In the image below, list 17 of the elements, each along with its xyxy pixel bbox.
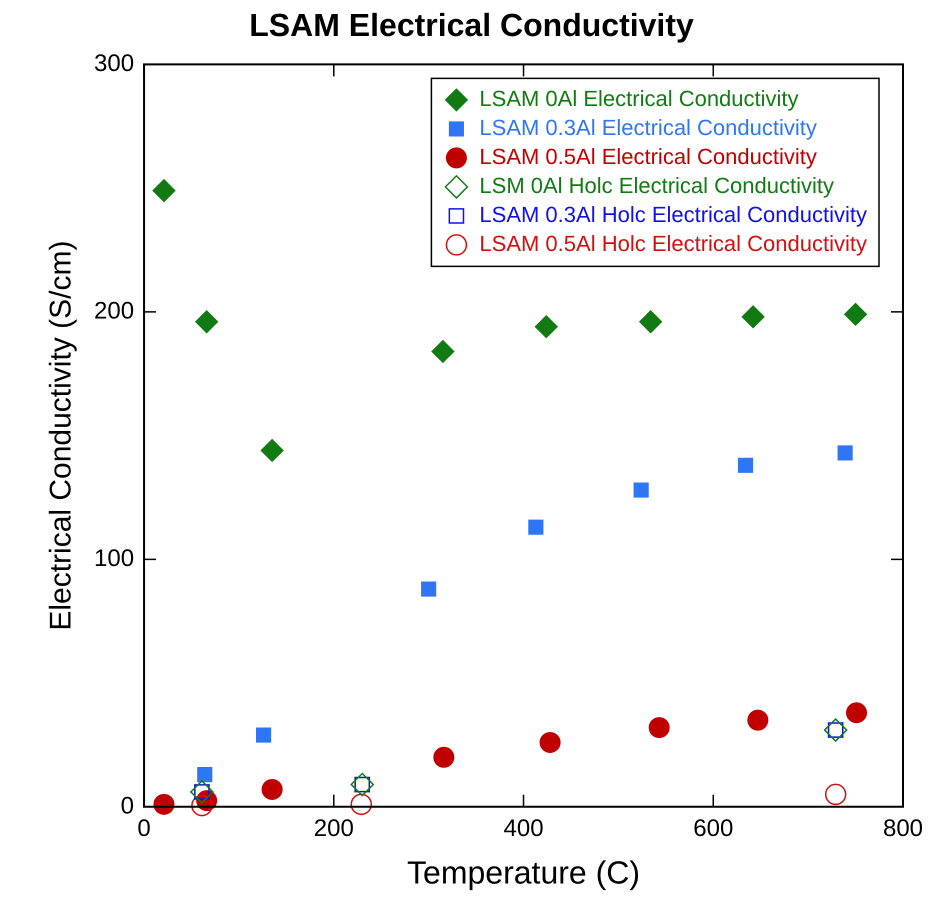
y-tick-label: 100 (94, 544, 134, 572)
y-tick-label: 300 (94, 50, 134, 78)
y-tick-label: 200 (94, 297, 134, 324)
x-axis-title: Temperature (C) (407, 854, 640, 891)
x-tick-label: 200 (314, 814, 354, 842)
x-tick-label: 600 (693, 814, 734, 842)
x-tick-label: 400 (504, 814, 544, 842)
x-tick-label: 800 (882, 814, 924, 842)
legend-label: LSAM 0.5Al Electrical Conductivity (479, 144, 817, 169)
y-axis-title: Electrical Conductivity (S/cm) (44, 240, 78, 631)
legend-label: LSAM 0Al Electrical Conductivity (479, 86, 799, 111)
y-tick-label: 0 (120, 792, 134, 820)
legend-label: LSAM 0.3Al Electrical Conductivity (479, 114, 817, 140)
legend-label: LSAM 0.3Al Holc Electrical Conductivity (479, 202, 868, 227)
legend-label: LSM 0Al Holc Electrical Conductivity (479, 172, 834, 198)
legend-label: LSAM 0.5Al Holc Electrical Conductivity (479, 230, 868, 256)
chart-title: LSAM Electrical Conductivity (249, 7, 694, 44)
